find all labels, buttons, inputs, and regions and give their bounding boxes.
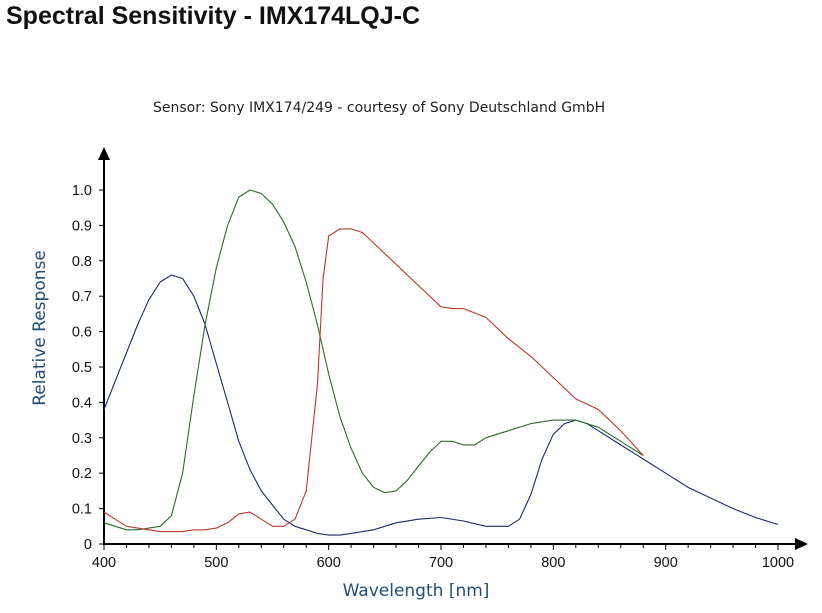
x-tick-label: 400 xyxy=(92,555,116,571)
x-axis-arrow xyxy=(795,538,808,550)
y-tick-label: 0.6 xyxy=(72,325,92,341)
y-tick-label: 0.4 xyxy=(72,395,92,411)
x-tick-group: 400 500 600 700 800 900 1000 xyxy=(92,544,794,571)
y-tick-label: 0 xyxy=(84,537,92,553)
y-tick-label: 1.0 xyxy=(72,183,92,199)
y-tick-label: 0.3 xyxy=(72,431,92,447)
y-tick-label: 0.1 xyxy=(72,502,92,518)
x-axis-title: Wavelength [nm] xyxy=(343,581,490,601)
series-group xyxy=(103,189,779,536)
page-title: Spectral Sensitivity - IMX174LQJ-C xyxy=(6,2,421,30)
x-tick-label: 500 xyxy=(204,555,228,571)
x-tick-label: 1000 xyxy=(762,555,794,571)
y-tick-label: 0.5 xyxy=(72,360,92,376)
y-axis-title: Relative Response xyxy=(30,250,50,406)
series-line-1 xyxy=(103,274,779,536)
y-tick-label: 0.8 xyxy=(72,254,92,270)
x-axis xyxy=(103,538,808,550)
x-tick-label: 700 xyxy=(429,555,453,571)
series-line-2 xyxy=(103,189,644,531)
y-tick-label: 0.9 xyxy=(72,218,92,234)
chart-subtitle: Sensor: Sony IMX174/249 - courtesy of So… xyxy=(153,100,605,116)
x-tick-label: 800 xyxy=(541,555,565,571)
y-tick-group: 0 0.1 0.2 0.3 0.4 0.5 0.6 0.7 0.8 0.9 1.0 xyxy=(72,183,104,553)
y-tick-label: 0.7 xyxy=(72,289,92,305)
series-line-3 xyxy=(103,228,644,533)
x-tick-label: 600 xyxy=(317,555,341,571)
y-axis-arrow xyxy=(98,147,110,160)
y-tick-label: 0.2 xyxy=(72,466,92,482)
x-tick-label: 900 xyxy=(654,555,678,571)
y-axis xyxy=(98,147,110,544)
